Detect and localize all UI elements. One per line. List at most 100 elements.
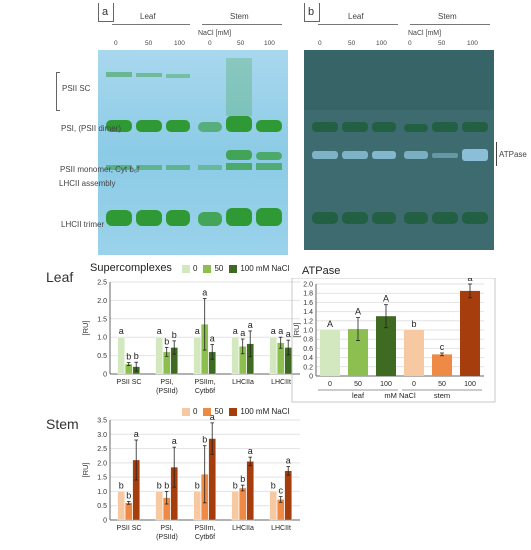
atpase-group-label-nacl: mM NaCl <box>384 391 416 400</box>
band-label-psi: PSI, (PSII dimer) <box>61 124 122 133</box>
stem-sig-letter: b <box>240 474 245 484</box>
leaf-bar <box>155 337 163 375</box>
leaf-sig-letter: a <box>157 326 162 336</box>
leaf-sig-letter: a <box>202 288 207 298</box>
leaf-category-label: PSIIm, <box>194 379 215 386</box>
leaf-bar <box>269 337 277 375</box>
gel-a-image <box>98 50 288 255</box>
atpase-sig-letter: a <box>467 278 472 283</box>
leaf-category-label: PSII SC <box>117 379 142 386</box>
leaf-sig-letter: a <box>248 320 253 330</box>
y-tick-label: 3.0 <box>97 432 107 439</box>
atpase-frame <box>291 278 496 403</box>
stem-sig-letter: c <box>278 486 283 496</box>
stem-bar <box>269 491 277 521</box>
y-tick-label: 1.0 <box>303 328 313 335</box>
stem-bar <box>284 470 292 521</box>
y-tick-label: 0.5 <box>97 353 107 360</box>
stem-sig-letter: b <box>195 480 200 490</box>
stem-sig-letter: b <box>157 480 162 490</box>
y-tick-label: 1.6 <box>303 300 313 307</box>
stem-bar <box>155 491 163 521</box>
atpase-group-label-stem: stem <box>434 391 450 400</box>
y-tick-label: 1.5 <box>97 475 107 482</box>
atpase-sig-letter: b <box>411 319 416 329</box>
stem-bar <box>246 461 254 521</box>
leaf-sig-letter: b <box>126 352 131 362</box>
stem-sig-letter: b <box>271 480 276 490</box>
gel-panel-b: b Leaf Stem NaCl [mM] 0 50 100 0 50 100 … <box>304 0 531 255</box>
leaf-sig-letter: b <box>164 337 169 347</box>
y-axis-label: [RU] <box>292 323 301 338</box>
gel-a-lane-numbers: 0 50 100 0 50 100 <box>114 40 275 47</box>
gel-b-image <box>304 50 494 250</box>
panel-letter-a: a <box>102 6 109 18</box>
y-axis-label: [RU] <box>81 321 90 336</box>
gel-b-stem-label: Stem <box>438 12 457 21</box>
legend-swatch-leaf-100 <box>229 264 238 273</box>
leaf-category-label: (PSIId) <box>156 388 178 395</box>
atpase-chart: 0 0.2 0.4 0.6 0.8 1.0 1.2 1.4 1.6 1.8 2.0 [RU] A 0 A 50… <box>291 278 496 403</box>
atpase-sig-letter: A <box>355 307 361 317</box>
stem-bar <box>125 502 133 521</box>
leaf-sig-letter: a <box>195 326 200 336</box>
stem-sig-letter: a <box>134 429 139 439</box>
stem-bar <box>239 487 247 521</box>
band-label-psii-sc: PSII SC <box>62 84 91 93</box>
legend-swatch-leaf-0 <box>182 264 190 273</box>
stem-legend: 0 50 100 mM NaCl <box>182 407 289 416</box>
y-tick-label: 1.0 <box>97 335 107 342</box>
band-label-lhcii-trimer: LHCII trimer <box>61 220 105 229</box>
y-tick-label: 1.0 <box>97 489 107 496</box>
leaf-sig-letter: a <box>119 326 124 336</box>
leaf-sig-letter: a <box>286 329 291 339</box>
y-tick-label: 0.8 <box>303 337 313 344</box>
y-tick-label: 0 <box>103 518 107 525</box>
atpase-bar <box>432 354 452 376</box>
leaf-category-label: PSI, <box>160 379 173 386</box>
panel-letter-b: b <box>308 6 315 18</box>
y-tick-label: 3.5 <box>97 418 107 425</box>
stem-category-label: LHCIIt <box>271 525 291 532</box>
atpase-bar <box>404 330 424 376</box>
stem-sig-letter: b <box>233 480 238 490</box>
leaf-category-label: Cytb6f <box>195 388 215 395</box>
atpase-sig-letter: c <box>440 342 445 352</box>
leaf-category-label: LHCIIa <box>232 379 254 386</box>
leaf-legend: 0 50 100 mM NaCl <box>182 264 289 273</box>
band-label-atpase: ATPase <box>499 150 527 159</box>
gel-panel-a: a Leaf Stem NaCl [mM] 0 50 100 0 50 100 <box>98 0 290 255</box>
y-tick-label: 1.2 <box>303 318 313 325</box>
y-tick-label: 2.5 <box>97 446 107 453</box>
atpase-category-label: 50 <box>354 381 362 388</box>
y-tick-label: 0.5 <box>97 503 107 510</box>
leaf-bar <box>193 337 201 375</box>
stem-bar <box>117 491 125 521</box>
atpase-category-label: 100 <box>380 381 392 388</box>
stem-sig-letter: a <box>286 456 291 466</box>
stem-category-label: (PSIId) <box>156 534 178 541</box>
stem-sig-letter: b <box>164 480 169 490</box>
leaf-sig-letter: a <box>278 326 283 336</box>
y-tick-label: 1.8 <box>303 291 313 298</box>
y-tick-label: 1.4 <box>303 309 313 316</box>
stem-category-label: LHCIIa <box>232 525 254 532</box>
gel-a-stem-label: Stem <box>230 12 249 21</box>
atpase-bar <box>460 290 480 376</box>
y-tick-label: 2.0 <box>97 298 107 305</box>
atpase-category-label: 0 <box>412 381 416 388</box>
stem-category-label: PSII SC <box>117 525 142 532</box>
row-label-leaf: Leaf <box>46 269 74 285</box>
stem-category-label: PSI, <box>160 525 173 532</box>
y-tick-label: 0 <box>309 374 313 381</box>
y-tick-label: 1.5 <box>97 316 107 323</box>
atpase-sig-letter: A <box>383 294 389 304</box>
stem-sig-letter: b <box>126 490 131 500</box>
atpase-group-label-leaf: leaf <box>352 391 365 400</box>
band-label-psii-monomer: PSII monomer, Cyt b₆f <box>60 165 140 174</box>
stem-sig-letter: b <box>202 435 207 445</box>
gel-a-leaf-label: Leaf <box>140 12 156 21</box>
legend-swatch-stem-100 <box>229 407 238 416</box>
